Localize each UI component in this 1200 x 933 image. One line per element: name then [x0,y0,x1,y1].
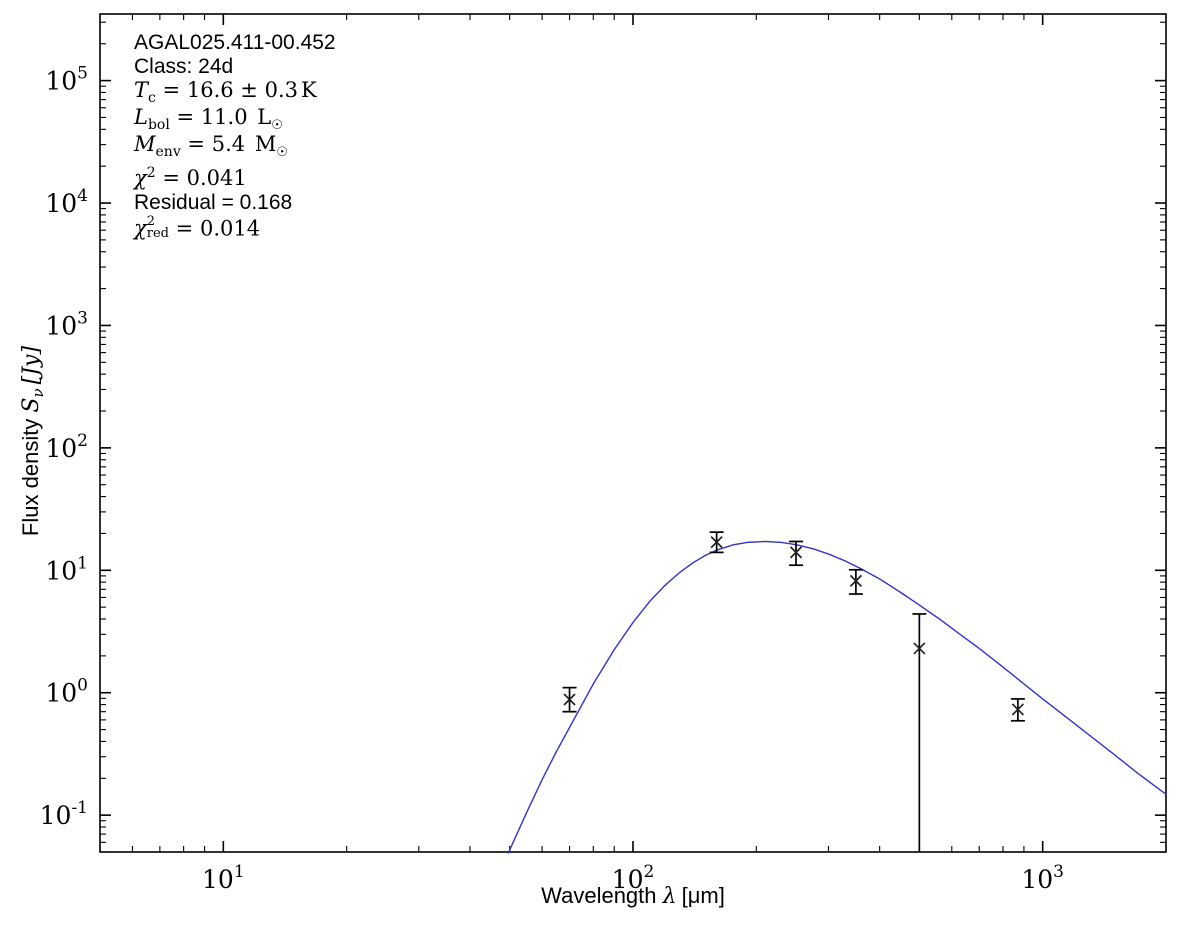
y-tick-label: 10-1 [40,798,88,830]
photometry-data-points [562,531,1025,852]
plot-frame [99,13,1167,853]
data-point [912,613,927,852]
x-tick-label: 101 [202,862,245,894]
y-tick-label: 102 [45,431,88,463]
equals-sign: = [176,105,195,130]
chi-exponent: 2 [146,164,156,181]
plus-minus-icon: ± [240,78,258,102]
bolometric-luminosity-line: Lbol = 11.0 L☉ [134,105,336,134]
chi-squared-value: 0.041 [186,165,247,190]
data-point [848,568,863,595]
y-axis-title: Flux density Sν[Jy] [18,346,47,537]
data-point [1010,698,1025,722]
x-tick-label: 102 [612,862,655,894]
reduced-chi-squared-line: χ 2 red = 0.014 [134,213,336,241]
equals-sign: = [162,78,181,102]
chi-squared-line: χ2 = 0.041 [134,166,336,189]
cross-marker-icon [563,693,576,706]
envelope-mass-line: Menv = 5.4 M☉ [134,132,336,161]
y-axis-tick-labels: 10-1 100 101 102 103 104 105 [40,64,88,831]
x-tick-label: 103 [1021,862,1064,894]
residual-value: 0.168 [239,190,293,214]
chi-red-script: 2 red [146,213,169,241]
equals-sign: = [175,215,194,240]
y-tick-label: 100 [45,676,88,708]
y-axis-ticks [100,21,1166,853]
data-point [562,686,577,713]
temperature-value: 16.6 [186,78,234,102]
residual-label: Residual [134,190,216,214]
y-tick-label: 103 [45,308,88,340]
temperature-symbol: T [134,78,149,102]
temperature-subscript: c [148,90,156,107]
equals-sign: = [162,165,180,190]
y-tick-label: 105 [45,64,88,96]
equals-sign: = [221,190,234,214]
luminosity-subscript: bol [147,117,170,134]
x-axis-tick-labels: 101 102 103 [202,862,1064,894]
greybody-fit-curve [507,540,1167,854]
mass-symbol: M [134,132,156,157]
reduced-chi-squared-value: 0.014 [199,215,261,240]
mass-unit: M [254,132,277,157]
mass-subscript: env [155,144,181,161]
source-class: Class: 24d [134,55,234,78]
temperature-unit: K [301,78,317,102]
chi-symbol: χ [134,165,147,190]
residual-line: Residual = 0.168 [134,192,336,213]
data-point [709,531,724,554]
cross-marker-icon [789,546,803,559]
source-name: AGAL025.411-00.452 [134,31,336,54]
luminosity-value: 11.0 [200,105,248,130]
equals-sign: = [187,132,206,157]
luminosity-unit: L [257,105,272,130]
x-axis-title: Wavelength λ [μm] [541,883,725,909]
chi-symbol: χ [134,215,147,240]
y-tick-label: 104 [45,186,88,218]
sun-symbol-icon: ☉ [271,118,283,134]
annotation-block: AGAL025.411-00.452 Class: 24d Tc = 16.6 … [134,32,336,240]
y-tick-label: 101 [45,553,88,585]
mass-value: 5.4 [211,132,246,157]
sun-symbol-icon: ☉ [276,145,288,161]
cross-marker-icon [913,642,926,655]
cross-marker-icon [1011,703,1024,716]
dust-temperature-line: Tc = 16.6 ± 0.3 K [134,78,336,107]
cross-marker-icon [849,574,862,587]
cross-marker-icon [710,535,723,549]
data-point [789,540,804,567]
luminosity-symbol: L [134,105,148,130]
temperature-error: 0.3 [264,78,298,102]
